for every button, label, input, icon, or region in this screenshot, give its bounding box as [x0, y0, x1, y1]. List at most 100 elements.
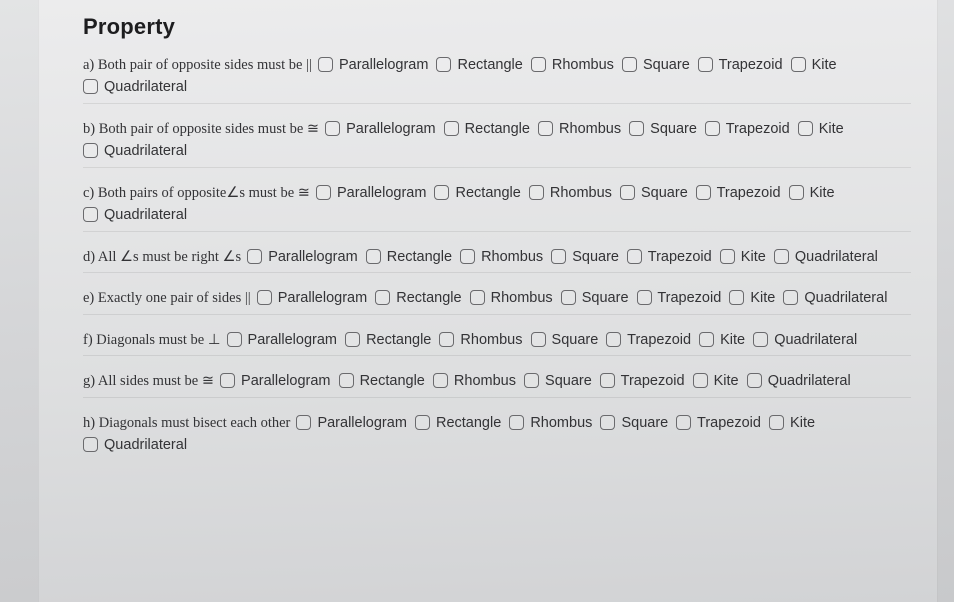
option-a-rectangle[interactable]: Rectangle — [436, 54, 522, 76]
checkbox-icon[interactable] — [720, 249, 735, 264]
checkbox-icon[interactable] — [83, 437, 98, 452]
option-f-rectangle[interactable]: Rectangle — [345, 329, 431, 351]
option-a-parallelogram[interactable]: Parallelogram — [318, 54, 429, 76]
option-g-rhombus[interactable]: Rhombus — [433, 370, 516, 392]
checkbox-icon[interactable] — [705, 121, 720, 136]
checkbox-icon[interactable] — [696, 185, 711, 200]
checkbox-icon[interactable] — [698, 57, 713, 72]
checkbox-icon[interactable] — [439, 332, 454, 347]
checkbox-icon[interactable] — [637, 290, 652, 305]
option-e-square[interactable]: Square — [561, 287, 629, 309]
checkbox-icon[interactable] — [83, 143, 98, 158]
option-d-rectangle[interactable]: Rectangle — [366, 246, 452, 268]
checkbox-icon[interactable] — [747, 373, 762, 388]
option-b-quadrilateral[interactable]: Quadrilateral — [83, 140, 187, 162]
checkbox-icon[interactable] — [444, 121, 459, 136]
checkbox-icon[interactable] — [627, 249, 642, 264]
option-b-kite[interactable]: Kite — [798, 118, 844, 140]
option-h-square[interactable]: Square — [600, 412, 668, 434]
option-f-quadrilateral[interactable]: Quadrilateral — [753, 329, 857, 351]
checkbox-icon[interactable] — [783, 290, 798, 305]
checkbox-icon[interactable] — [227, 332, 242, 347]
checkbox-icon[interactable] — [676, 415, 691, 430]
option-h-rhombus[interactable]: Rhombus — [509, 412, 592, 434]
option-a-trapezoid[interactable]: Trapezoid — [698, 54, 783, 76]
checkbox-icon[interactable] — [325, 121, 340, 136]
option-h-kite[interactable]: Kite — [769, 412, 815, 434]
checkbox-icon[interactable] — [774, 249, 789, 264]
checkbox-icon[interactable] — [434, 185, 449, 200]
checkbox-icon[interactable] — [509, 415, 524, 430]
checkbox-icon[interactable] — [529, 185, 544, 200]
checkbox-icon[interactable] — [339, 373, 354, 388]
checkbox-icon[interactable] — [729, 290, 744, 305]
checkbox-icon[interactable] — [769, 415, 784, 430]
checkbox-icon[interactable] — [606, 332, 621, 347]
option-e-parallelogram[interactable]: Parallelogram — [257, 287, 368, 309]
option-d-square[interactable]: Square — [551, 246, 619, 268]
option-c-rectangle[interactable]: Rectangle — [434, 182, 520, 204]
checkbox-icon[interactable] — [83, 79, 98, 94]
option-d-trapezoid[interactable]: Trapezoid — [627, 246, 712, 268]
checkbox-icon[interactable] — [531, 332, 546, 347]
checkbox-icon[interactable] — [257, 290, 272, 305]
checkbox-icon[interactable] — [538, 121, 553, 136]
option-f-rhombus[interactable]: Rhombus — [439, 329, 522, 351]
option-g-kite[interactable]: Kite — [693, 370, 739, 392]
option-f-square[interactable]: Square — [531, 329, 599, 351]
checkbox-icon[interactable] — [433, 373, 448, 388]
option-c-trapezoid[interactable]: Trapezoid — [696, 182, 781, 204]
option-g-quadrilateral[interactable]: Quadrilateral — [747, 370, 851, 392]
checkbox-icon[interactable] — [531, 57, 546, 72]
option-h-parallelogram[interactable]: Parallelogram — [296, 412, 407, 434]
option-a-kite[interactable]: Kite — [791, 54, 837, 76]
option-c-kite[interactable]: Kite — [789, 182, 835, 204]
checkbox-icon[interactable] — [220, 373, 235, 388]
option-h-quadrilateral[interactable]: Quadrilateral — [83, 434, 187, 456]
option-b-rectangle[interactable]: Rectangle — [444, 118, 530, 140]
option-c-quadrilateral[interactable]: Quadrilateral — [83, 204, 187, 226]
option-g-parallelogram[interactable]: Parallelogram — [220, 370, 331, 392]
option-a-square[interactable]: Square — [622, 54, 690, 76]
option-b-parallelogram[interactable]: Parallelogram — [325, 118, 436, 140]
option-f-trapezoid[interactable]: Trapezoid — [606, 329, 691, 351]
checkbox-icon[interactable] — [629, 121, 644, 136]
option-c-rhombus[interactable]: Rhombus — [529, 182, 612, 204]
option-e-quadrilateral[interactable]: Quadrilateral — [783, 287, 887, 309]
checkbox-icon[interactable] — [791, 57, 806, 72]
checkbox-icon[interactable] — [551, 249, 566, 264]
checkbox-icon[interactable] — [366, 249, 381, 264]
checkbox-icon[interactable] — [622, 57, 637, 72]
option-g-trapezoid[interactable]: Trapezoid — [600, 370, 685, 392]
option-e-kite[interactable]: Kite — [729, 287, 775, 309]
checkbox-icon[interactable] — [470, 290, 485, 305]
option-f-kite[interactable]: Kite — [699, 329, 745, 351]
checkbox-icon[interactable] — [436, 57, 451, 72]
option-c-parallelogram[interactable]: Parallelogram — [316, 182, 427, 204]
checkbox-icon[interactable] — [600, 415, 615, 430]
option-c-square[interactable]: Square — [620, 182, 688, 204]
option-b-trapezoid[interactable]: Trapezoid — [705, 118, 790, 140]
checkbox-icon[interactable] — [789, 185, 804, 200]
checkbox-icon[interactable] — [524, 373, 539, 388]
checkbox-icon[interactable] — [460, 249, 475, 264]
checkbox-icon[interactable] — [561, 290, 576, 305]
checkbox-icon[interactable] — [798, 121, 813, 136]
checkbox-icon[interactable] — [693, 373, 708, 388]
option-a-quadrilateral[interactable]: Quadrilateral — [83, 76, 187, 98]
checkbox-icon[interactable] — [345, 332, 360, 347]
option-d-kite[interactable]: Kite — [720, 246, 766, 268]
checkbox-icon[interactable] — [316, 185, 331, 200]
option-e-trapezoid[interactable]: Trapezoid — [637, 287, 722, 309]
option-b-square[interactable]: Square — [629, 118, 697, 140]
checkbox-icon[interactable] — [296, 415, 311, 430]
option-e-rhombus[interactable]: Rhombus — [470, 287, 553, 309]
option-g-rectangle[interactable]: Rectangle — [339, 370, 425, 392]
checkbox-icon[interactable] — [247, 249, 262, 264]
option-f-parallelogram[interactable]: Parallelogram — [227, 329, 338, 351]
option-d-rhombus[interactable]: Rhombus — [460, 246, 543, 268]
checkbox-icon[interactable] — [600, 373, 615, 388]
option-h-rectangle[interactable]: Rectangle — [415, 412, 501, 434]
checkbox-icon[interactable] — [83, 207, 98, 222]
option-d-quadrilateral[interactable]: Quadrilateral — [774, 246, 878, 268]
